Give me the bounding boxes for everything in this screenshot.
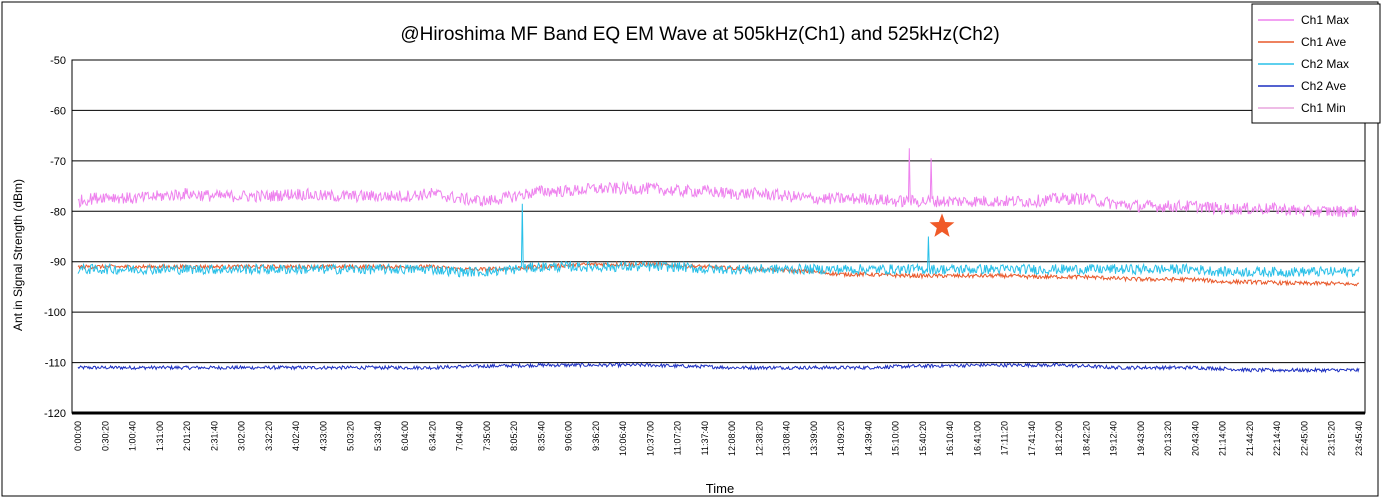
x-tick-label: 17:11:20 [1000,421,1010,455]
x-tick-label: 0:30:20 [100,421,110,451]
legend-label: Ch2 Ave [1301,79,1346,93]
x-tick-label: 7:35:00 [482,421,492,451]
y-tick-label: -90 [50,257,66,269]
x-tick-label: 5:33:40 [373,421,383,451]
x-tick-label: 8:05:20 [509,421,519,451]
series-line [77,148,1360,218]
x-tick-label: 19:43:00 [1136,421,1146,456]
x-tick-label: 6:04:00 [400,421,410,451]
y-tick-label: -100 [44,307,66,319]
x-tick-label: 23:45:40 [1354,421,1364,456]
series-line [77,203,1360,279]
x-tick-label: 11:37:40 [700,421,710,455]
y-tick-label: -70 [50,156,66,168]
x-tick-label: 10:37:00 [645,421,655,456]
series-line [77,361,1360,374]
x-tick-label: 20:43:40 [1190,421,1200,456]
x-axis-label: Time [706,481,734,496]
chart-title: @Hiroshima MF Band EQ EM Wave at 505kHz(… [400,24,999,45]
legend-label: Ch1 Min [1301,101,1346,115]
y-tick-label: -120 [44,408,66,420]
legend-label: Ch1 Max [1301,13,1349,27]
y-tick-label: -50 [50,55,66,67]
x-tick-label: 23:15:20 [1327,421,1337,456]
legend-label: Ch2 Max [1301,57,1349,71]
x-tick-label: 14:09:20 [836,421,846,456]
x-tick-label: 13:08:40 [782,421,792,456]
x-tick-label: 4:02:40 [291,421,301,451]
x-tick-label: 11:07:20 [673,421,683,455]
x-tick-label: 0:00:00 [73,421,83,451]
series-lines [77,148,1360,374]
x-tick-label: 18:42:20 [1081,421,1091,456]
x-tick-label: 8:35:40 [536,421,546,451]
y-tick-label: -60 [50,105,66,117]
x-tick-label: 12:08:00 [727,421,737,456]
x-tick-label: 1:00:40 [128,421,138,451]
annotations [929,213,955,237]
x-tick-label: 6:34:20 [427,421,437,451]
x-tick-label: 1:31:00 [155,421,165,451]
x-tick-label: 20:13:20 [1163,421,1173,456]
y-axis-label: Ant in Signal Strength (dBm) [11,179,25,331]
x-tick-label: 3:32:20 [264,421,274,451]
x-tick-label: 5:03:20 [346,421,356,451]
legend-label: Ch1 Ave [1301,35,1346,49]
x-tick-label: 21:14:00 [1218,421,1228,456]
x-tick-label: 13:39:00 [809,421,819,456]
x-tick-label: 17:41:40 [1027,421,1037,456]
star-marker [929,213,955,237]
x-tick-label: 9:06:00 [564,421,574,451]
y-tick-label: -80 [50,206,66,218]
x-tick-label: 2:31:40 [209,421,219,451]
x-tick-label: 7:04:40 [455,421,465,451]
x-tick-label: 16:41:00 [972,421,982,456]
x-tick-label: 22:45:00 [1299,421,1309,456]
x-tick-label: 10:06:40 [618,421,628,456]
x-tick-label: 21:44:20 [1245,421,1255,456]
x-tick-label: 18:12:00 [1054,421,1064,456]
x-tick-label: 2:01:20 [182,421,192,451]
y-tick-labels: -50 -60 -70 -80 -90 -100 -110 -120 [44,55,66,420]
y-tick-label: -110 [45,358,66,370]
x-tick-label: 22:14:40 [1272,421,1282,456]
x-tick-label: 15:10:00 [891,421,901,456]
legend: Ch1 Max Ch1 Ave Ch2 Max Ch2 Ave Ch1 Min [1251,3,1381,124]
x-tick-label: 14:39:40 [863,421,873,456]
x-tick-label: 12:38:20 [754,421,764,456]
x-tick-label: 16:10:40 [945,421,955,456]
x-tick-label: 15:40:20 [918,421,928,456]
x-tick-label: 4:33:00 [318,421,328,451]
x-tick-label: 3:02:00 [237,421,247,451]
x-tick-label: 9:36:20 [591,421,601,451]
x-tick-labels: 0:00:00 0:30:20 1:00:40 1:31:00 2:01:20 2:31:… [73,421,1364,456]
x-tick-label: 19:12:40 [1109,421,1119,456]
